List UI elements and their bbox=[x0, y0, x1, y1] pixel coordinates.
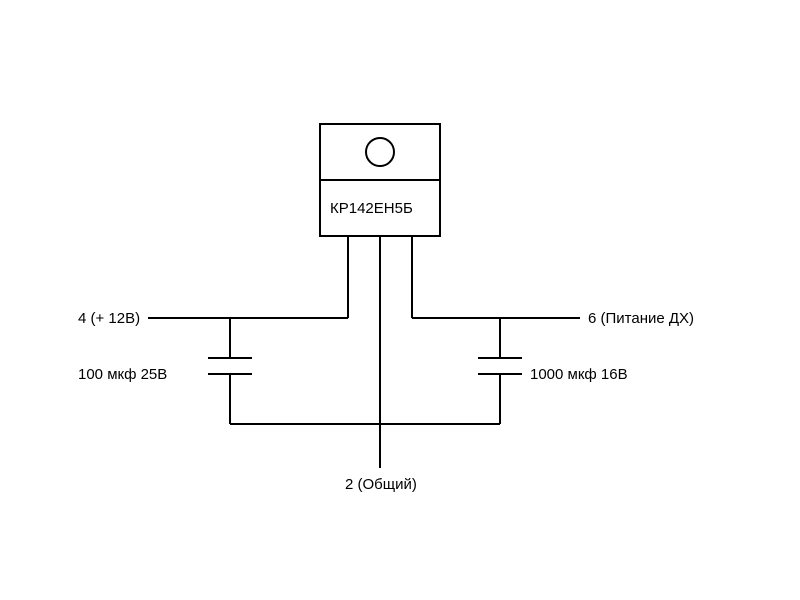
terminal-output-label: 6 (Питание ДХ) bbox=[588, 310, 694, 327]
mounting-hole-icon bbox=[366, 138, 394, 166]
terminal-input-label: 4 (+ 12В) bbox=[78, 310, 140, 327]
capacitor-input bbox=[208, 318, 252, 424]
regulator-label: КР142ЕН5Б bbox=[330, 200, 413, 217]
circuit-diagram bbox=[0, 0, 800, 600]
capacitor-output bbox=[478, 318, 522, 424]
capacitor-input-label: 100 мкф 25В bbox=[78, 366, 167, 383]
regulator-tab bbox=[320, 124, 440, 180]
capacitor-output-label: 1000 мкф 16В bbox=[530, 366, 628, 383]
terminal-ground-label: 2 (Общий) bbox=[345, 476, 417, 493]
